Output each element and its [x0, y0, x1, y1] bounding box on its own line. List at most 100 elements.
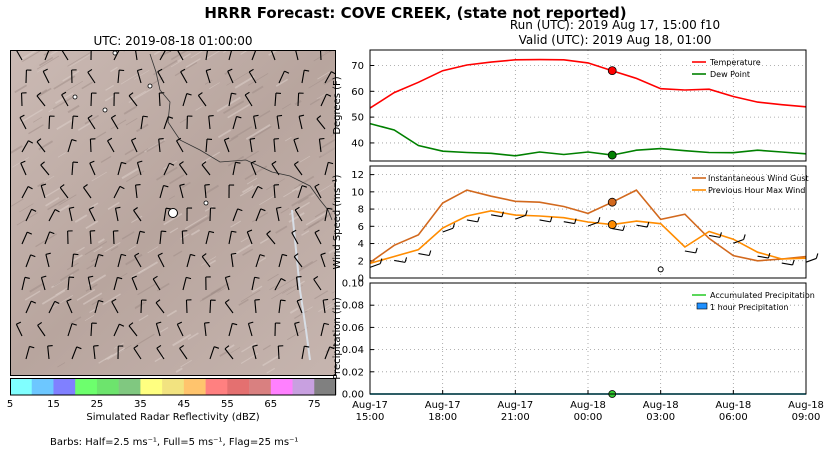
- wind-barb-flag: [128, 322, 134, 327]
- ridge-shade: [288, 212, 305, 223]
- wind-barb-staff: [40, 277, 46, 291]
- wind-barb-staff: [107, 140, 115, 153]
- wind-barb-staff: [293, 139, 299, 153]
- wind-barb-staff: [71, 254, 74, 268]
- ridge-shade: [37, 87, 52, 97]
- wind-barb-flag: [107, 137, 113, 142]
- wind-barb-flag: [291, 229, 297, 234]
- x-tick-label: 06:00: [719, 412, 748, 423]
- wind-barb-staff: [112, 230, 115, 245]
- wind-barb-staff: [271, 163, 280, 176]
- wind-barb-flag: [36, 92, 42, 97]
- ridge-shade: [217, 129, 232, 139]
- wind-barb-flag: [163, 184, 169, 188]
- ridge-shade: [294, 310, 308, 319]
- wind-barb-staff: [301, 346, 305, 360]
- wind-barb-flag: [135, 183, 141, 186]
- wind-barb-staff: [158, 92, 161, 107]
- ridge-shade: [131, 268, 146, 278]
- wind-barb-flag: [88, 206, 94, 210]
- wind-barb-flag: [134, 252, 140, 257]
- ridge-shade: [241, 342, 257, 353]
- wind-barb-staff: [20, 162, 27, 176]
- wind-barb-staff: [276, 116, 280, 130]
- wind-barb-staff: [805, 257, 817, 263]
- y-tick-label: 40: [351, 138, 364, 149]
- ridge-shade: [227, 102, 252, 119]
- site-marker[interactable]: [168, 208, 178, 218]
- colorbar-swatch: [75, 378, 98, 395]
- wind-barb-flag: [225, 275, 231, 279]
- wind-barb-staff: [37, 325, 46, 337]
- current-value-marker: [607, 197, 617, 207]
- ridge-shade: [275, 78, 288, 87]
- x-tick-label: 15:00: [356, 412, 385, 423]
- calm-marker: [102, 107, 108, 113]
- wind-barb-flag: [139, 230, 145, 233]
- wind-barb-staff: [249, 139, 253, 153]
- ridge-shade: [207, 259, 217, 266]
- ridge-shade: [170, 60, 183, 68]
- wind-barb-flag: [83, 184, 88, 188]
- colorbar-label: Simulated Radar Reflectivity (dBZ): [86, 412, 260, 423]
- wind-barb-flag: [31, 208, 37, 212]
- wind-barb-staff: [130, 140, 138, 153]
- wind-barb-flag: [314, 229, 320, 233]
- wind-barb-staff: [88, 209, 96, 222]
- wind-barb-staff: [44, 231, 51, 245]
- wind-barb-staff: [208, 116, 211, 130]
- ridge-shade: [301, 230, 310, 236]
- terrain-map[interactable]: [10, 50, 336, 376]
- ridge-shade: [230, 126, 253, 140]
- y-axis-label: Degrees (F): [332, 76, 343, 134]
- wind-barb-flag: [128, 92, 134, 97]
- wind-barb-staff: [278, 70, 285, 84]
- colorbar-swatch: [205, 378, 228, 395]
- ridge-shade: [180, 359, 192, 368]
- wind-barb-flag: [156, 344, 162, 349]
- ridge-shade: [204, 205, 214, 212]
- wind-barb-flag: [119, 323, 125, 327]
- wind-barb-flag: [76, 346, 82, 350]
- ridge-shade: [169, 227, 179, 234]
- wind-barb-staff: [157, 255, 165, 268]
- ridge-shade: [133, 70, 150, 80]
- wind-barb-flag: [276, 206, 282, 209]
- ridge-shade: [325, 345, 336, 353]
- wind-barb-flag: [93, 344, 99, 347]
- wind-barb-flag: [244, 91, 250, 96]
- ridge-shade: [131, 215, 143, 223]
- wind-barb-staff: [442, 227, 454, 233]
- ridge-shade: [36, 66, 47, 73]
- y-tick-label: 0.04: [342, 345, 364, 356]
- ridge-shade: [67, 104, 80, 114]
- ridge-shade: [45, 197, 60, 207]
- wind-barb-staff: [251, 186, 259, 199]
- colorbar-swatch: [249, 378, 272, 395]
- run-time-label: Run (UTC): 2019 Aug 17, 15:00 f10: [509, 18, 721, 32]
- wind-barb-flag: [117, 276, 123, 280]
- x-tick-label: Aug-17: [497, 400, 533, 411]
- wind-barb-flag: [115, 206, 121, 209]
- wind-barb-flag: [574, 218, 577, 224]
- wind-barb-staff: [136, 70, 142, 84]
- ridge-shade: [257, 110, 271, 119]
- wind-barb-flag: [137, 160, 143, 164]
- wind-barb-flag: [293, 137, 299, 141]
- ridge-shade: [314, 290, 329, 300]
- ridge-shade: [104, 95, 115, 102]
- y-tick-label: 10: [351, 187, 364, 198]
- wind-barb-staff: [255, 208, 262, 222]
- wind-barb-staff: [128, 95, 138, 107]
- wind-barb-staff: [278, 300, 282, 314]
- wind-barb-staff: [253, 116, 257, 130]
- wind-barb-flag: [525, 210, 528, 216]
- wind-barb-flag: [41, 183, 47, 187]
- ridge-shade: [236, 150, 260, 165]
- wind-barb-staff: [155, 302, 165, 314]
- wind-barb-staff: [59, 187, 69, 199]
- ridge-shade: [317, 71, 331, 80]
- y-tick-label: 70: [351, 61, 364, 72]
- ridge-shade: [303, 221, 320, 232]
- wind-barb-staff: [117, 254, 122, 268]
